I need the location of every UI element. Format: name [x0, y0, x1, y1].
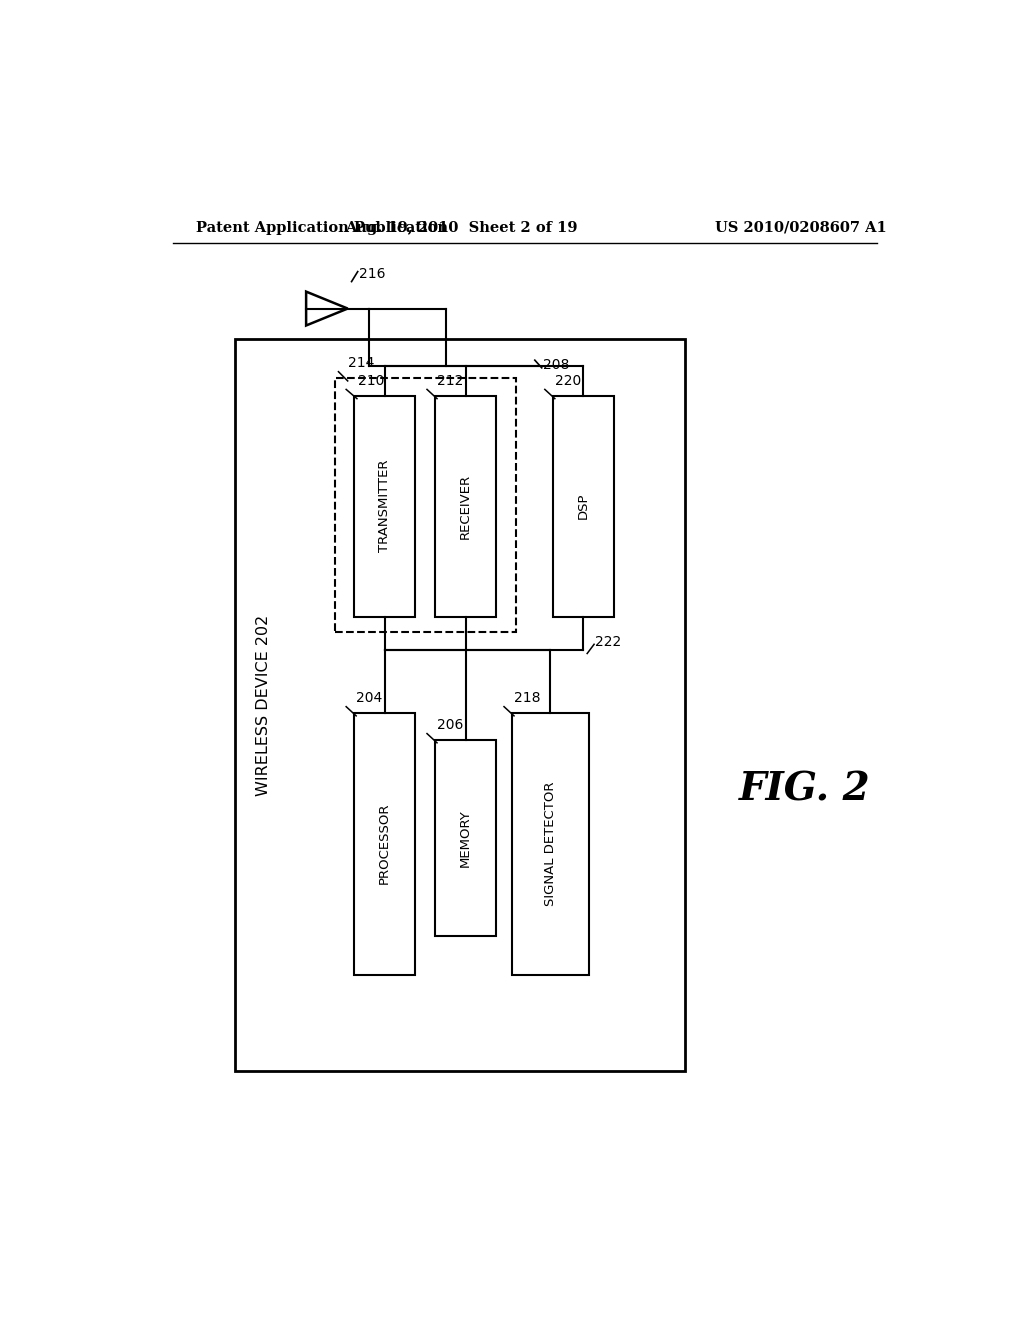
- Text: DSP: DSP: [577, 492, 590, 519]
- Text: Aug. 19, 2010  Sheet 2 of 19: Aug. 19, 2010 Sheet 2 of 19: [345, 220, 578, 235]
- Text: 220: 220: [555, 374, 581, 388]
- Text: 208: 208: [543, 358, 569, 372]
- Bar: [335, 378, 515, 632]
- Text: 210: 210: [357, 374, 384, 388]
- Bar: [435, 396, 497, 616]
- Bar: [553, 396, 614, 616]
- Text: 214: 214: [348, 356, 375, 370]
- Text: 222: 222: [595, 635, 622, 649]
- Text: SIGNAL DETECTOR: SIGNAL DETECTOR: [544, 781, 557, 906]
- Text: 218: 218: [514, 692, 541, 705]
- Text: PROCESSOR: PROCESSOR: [378, 803, 391, 884]
- Bar: [354, 713, 416, 974]
- Text: US 2010/0208607 A1: US 2010/0208607 A1: [715, 220, 887, 235]
- Text: WIRELESS DEVICE 202: WIRELESS DEVICE 202: [256, 615, 271, 796]
- Text: 212: 212: [437, 374, 464, 388]
- Text: 204: 204: [356, 692, 382, 705]
- Bar: [234, 339, 685, 1071]
- Text: 216: 216: [359, 267, 386, 281]
- Text: MEMORY: MEMORY: [459, 809, 472, 867]
- Bar: [512, 713, 589, 974]
- Text: RECEIVER: RECEIVER: [459, 474, 472, 539]
- Bar: [354, 396, 416, 616]
- Text: FIG. 2: FIG. 2: [739, 771, 870, 809]
- Text: Patent Application Publication: Patent Application Publication: [196, 220, 449, 235]
- Text: 206: 206: [437, 718, 464, 733]
- Bar: [435, 739, 497, 936]
- Text: TRANSMITTER: TRANSMITTER: [378, 459, 391, 552]
